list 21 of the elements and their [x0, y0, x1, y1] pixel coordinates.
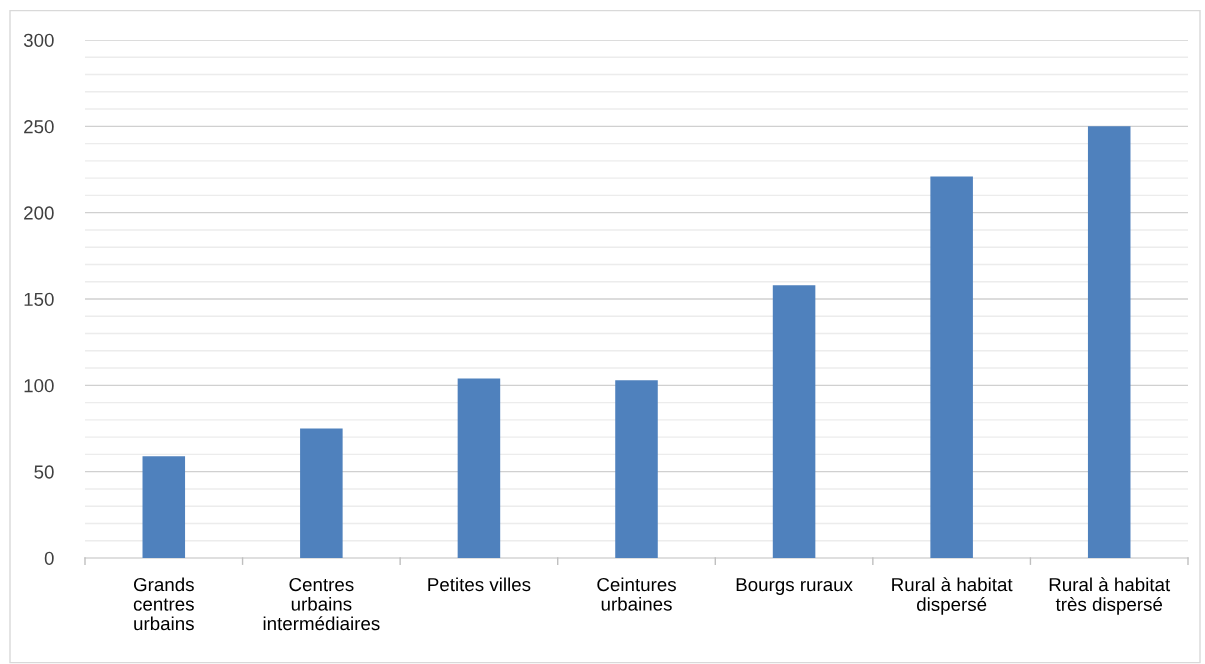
- x-tick-label: Petites villes: [428, 577, 531, 592]
- bar: [772, 285, 816, 558]
- x-tick-label: Rural à habitat très dispersé: [1049, 577, 1171, 615]
- y-tick-label: 300: [23, 33, 54, 47]
- x-tick-label: Bourgs ruraux: [736, 578, 853, 595]
- y-tick-label: 250: [24, 120, 54, 134]
- x-tick-label: Grands centres urbains: [133, 577, 194, 631]
- bar: [1087, 126, 1131, 558]
- y-tick-label: 100: [24, 379, 54, 393]
- bar: [457, 378, 501, 558]
- bar: [615, 380, 658, 558]
- y-tick-label: 50: [34, 465, 54, 479]
- x-tick-label: Centres urbains intermédiaires: [263, 577, 380, 631]
- y-tick-label: 150: [24, 292, 54, 306]
- bar: [300, 428, 343, 558]
- y-tick-label: 200: [24, 206, 54, 220]
- x-tick-label: Rural à habitat dispersé: [892, 577, 1013, 615]
- bar: [930, 176, 973, 558]
- bar: [142, 456, 186, 558]
- y-tick-label: 0: [44, 551, 54, 565]
- x-tick-label: Ceintures urbaines: [597, 577, 676, 611]
